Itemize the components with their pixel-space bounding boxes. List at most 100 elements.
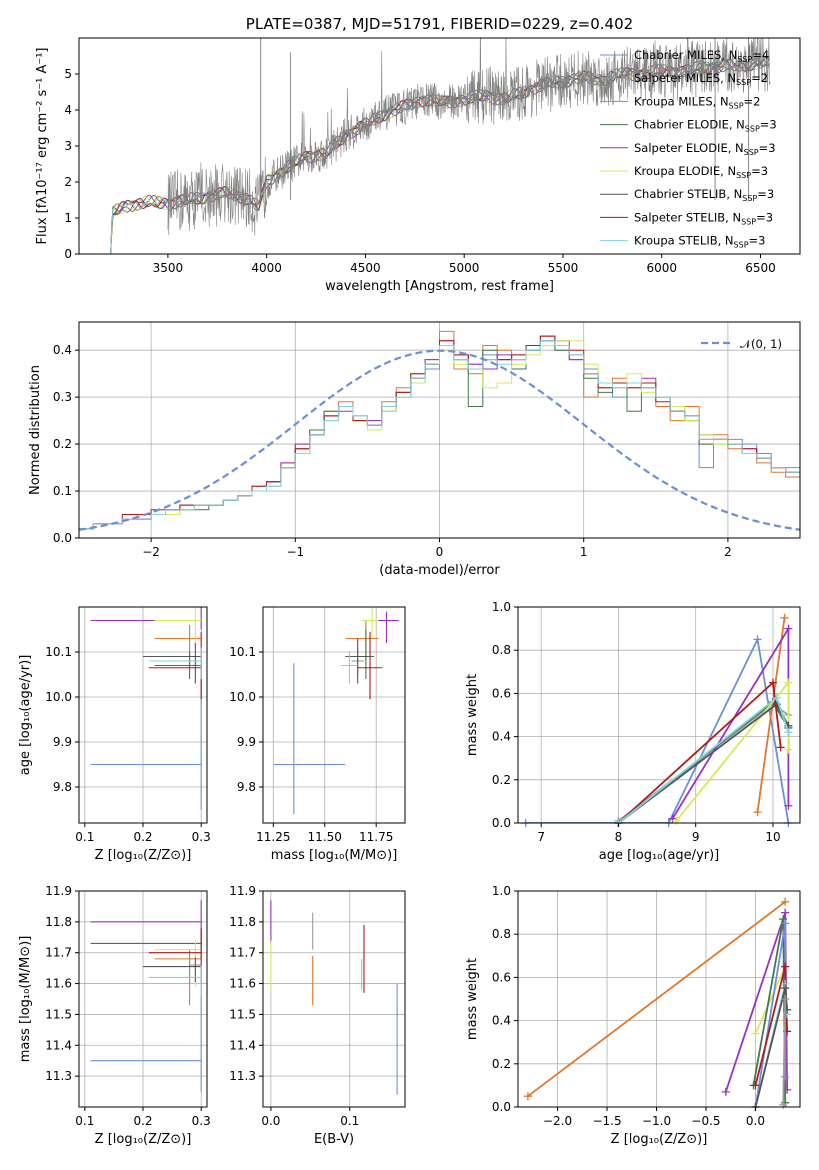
age_vs_Z-xlabel: Z [log₁₀(Z/Z⊙)] [95,848,192,863]
residual-histogram [79,340,800,530]
weight_vs_Z-point-marker [781,897,790,906]
residuals-ytick-label: 0.3 [53,390,72,404]
weight_vs_Z-ytick-label: 0.2 [492,1057,511,1071]
weight_vs_Z-point-marker [781,962,790,971]
weight_vs_age-ytick-label: 0.0 [492,816,511,830]
age_vs_Z-grid [79,607,207,823]
legend-text: =2 [751,71,768,85]
weight_vs_age-point-marker [753,808,762,817]
spectrum-ytick-label: 5 [64,67,72,81]
mass_vs_Z-ytick-label: 11.8 [45,915,72,929]
weight_vs_Z-point-marker [751,1029,760,1038]
weight_vs_age-ytick-label: 0.2 [492,773,511,787]
residuals-xtick-label: 2 [724,545,732,559]
residuals-ytick-label: 0.1 [53,484,72,498]
spectrum-ylabel: Flux [fλ10⁻¹⁷ erg cm⁻² s⁻¹ A⁻¹] [35,48,50,245]
spectrum-title: PLATE=0387, MJD=51791, FIBERID=0229, z=0… [246,15,633,33]
spectrum-legend-entry: Chabrier ELODIE, NSSP=3 [634,118,777,134]
residual-histogram [79,330,800,530]
age_vs_mass-ytick-label: 10.0 [229,690,256,704]
weight_vs_Z-ylabel: mass weight [465,958,480,1040]
spectrum-ytick-label: 4 [64,103,72,117]
weight_vs_Z-ytick-label: 0.4 [492,1014,511,1028]
residuals-xtick-label: −2 [142,545,160,559]
weight_vs_age-point-marker [768,678,777,687]
legend-text: Chabrier STELIB, N [634,187,742,201]
legend-text: Chabrier ELODIE, N [634,118,745,132]
residuals-xtick-label: 1 [580,545,588,559]
age_vs_mass-xtick-label: 11.50 [308,830,342,844]
weight_vs_age-series-line [756,617,786,813]
residuals-xtick-label: 0 [436,545,444,559]
age_vs_Z-ytick-label: 9.9 [53,735,72,749]
weight_vs_Z-ytick-label: 0.6 [492,970,511,984]
age_vs_mass-ytick-label: 10.1 [229,645,256,659]
legend-text: =4 [752,48,769,62]
legend-text: Kroupa ELODIE, N [634,164,736,178]
mass_vs_Z-xtick-label: 0.1 [75,1114,94,1128]
residuals-ytick-label: 0.4 [53,343,72,357]
weight_vs_age-series-line [617,702,790,823]
mass_vs_ebv-ytick-label: 11.3 [229,1069,256,1083]
legend-subscript: SSP [729,101,744,110]
residual-histogram [79,340,800,530]
age_vs_mass-xtick-label: 11.25 [256,830,290,844]
weight_vs_age-xtick-label: 9 [692,830,700,844]
weight_vs_age-series-line [525,636,790,823]
spectrum-legend-entry: Salpeter MILES, NSSP=2 [634,71,768,87]
spectrum-xtick-label: 5500 [548,261,579,275]
weight_vs_age-point-marker [772,693,781,702]
weight_vs_age-point-marker [753,635,762,644]
weight_vs_Z-ytick-label: 0.8 [492,927,511,941]
spectrum-legend-entry: Chabrier STELIB, NSSP=3 [634,187,774,203]
spectrum-legend-entry: Kroupa MILES, NSSP=2 [634,94,760,110]
mass_vs_ebv-xtick-label: 0.0 [261,1114,280,1128]
weight_vs_Z-point-marker [781,1072,790,1081]
mass_vs_ebv-ytick-label: 11.9 [229,884,256,898]
spectrum-xlabel: wavelength [Angstrom, rest frame] [325,279,554,294]
legend-text: =3 [759,141,776,155]
weight_vs_age-xtick-label: 7 [537,830,545,844]
mass_vs_ebv-ytick-label: 11.5 [229,1007,256,1021]
mass_vs_Z-grid [79,890,207,1107]
weight_vs_Z-point-marker [781,984,790,993]
weight_vs_Z-point-marker [779,915,788,924]
mass_vs_Z-ytick-label: 11.9 [45,884,72,898]
spectrum-ytick-label: 0 [64,247,72,261]
residuals-ylabel: Normed distribution [28,365,43,495]
weight_vs_age-ytick-label: 1.0 [492,600,511,614]
legend-text: Chabrier MILES, N [634,48,737,62]
mass_vs_Z-ytick-label: 11.7 [45,946,72,960]
legend-text: Salpeter STELIB, N [634,210,741,224]
weight_vs_age-xlabel: age [log₁₀(age/yr)] [599,848,720,863]
legend-text: =3 [751,164,768,178]
weight_vs_Z-ytick-label: 0.0 [492,1100,511,1114]
spectrum-xtick-label: 4000 [251,261,282,275]
weight_vs_Z-point-marker [751,1081,760,1090]
weight_vs_age-ylabel: mass weight [465,674,480,756]
legend-subscript: SSP [741,217,756,226]
legend-text: =3 [749,234,766,248]
age_vs_mass-ytick-label: 9.9 [237,735,256,749]
spectrum-xtick-label: 3500 [153,261,184,275]
mass_vs_ebv-grid [263,890,405,1107]
weight_vs_Z-point-marker [781,919,790,928]
age_vs_mass-xtick-label: 11.75 [359,830,393,844]
mass_vs_ebv-xtick-label: 0.1 [340,1114,359,1128]
mass_vs_Z-ytick-label: 11.3 [45,1069,72,1083]
legend-subscript: SSP [736,171,751,180]
spectrum-data-line [167,38,771,236]
weight_vs_age-series-line [675,680,790,822]
weight_vs_Z-point-marker [781,908,790,917]
legend-subscript: SSP [745,125,760,134]
spectrum-legend-entry: Kroupa ELODIE, NSSP=3 [634,164,768,180]
weight_vs_age-point-marker [784,728,793,737]
mass_vs_ebv-ytick-label: 11.8 [229,915,256,929]
legend-subscript: SSP [737,55,752,64]
weight_vs_Z-point-marker [721,1087,730,1096]
spectrum-legend-entry: Salpeter STELIB, NSSP=3 [634,210,773,226]
mass_vs_Z-xtick-label: 0.2 [133,1114,152,1128]
age_vs_Z-ytick-label: 9.8 [53,780,72,794]
legend-text: =3 [757,187,774,201]
